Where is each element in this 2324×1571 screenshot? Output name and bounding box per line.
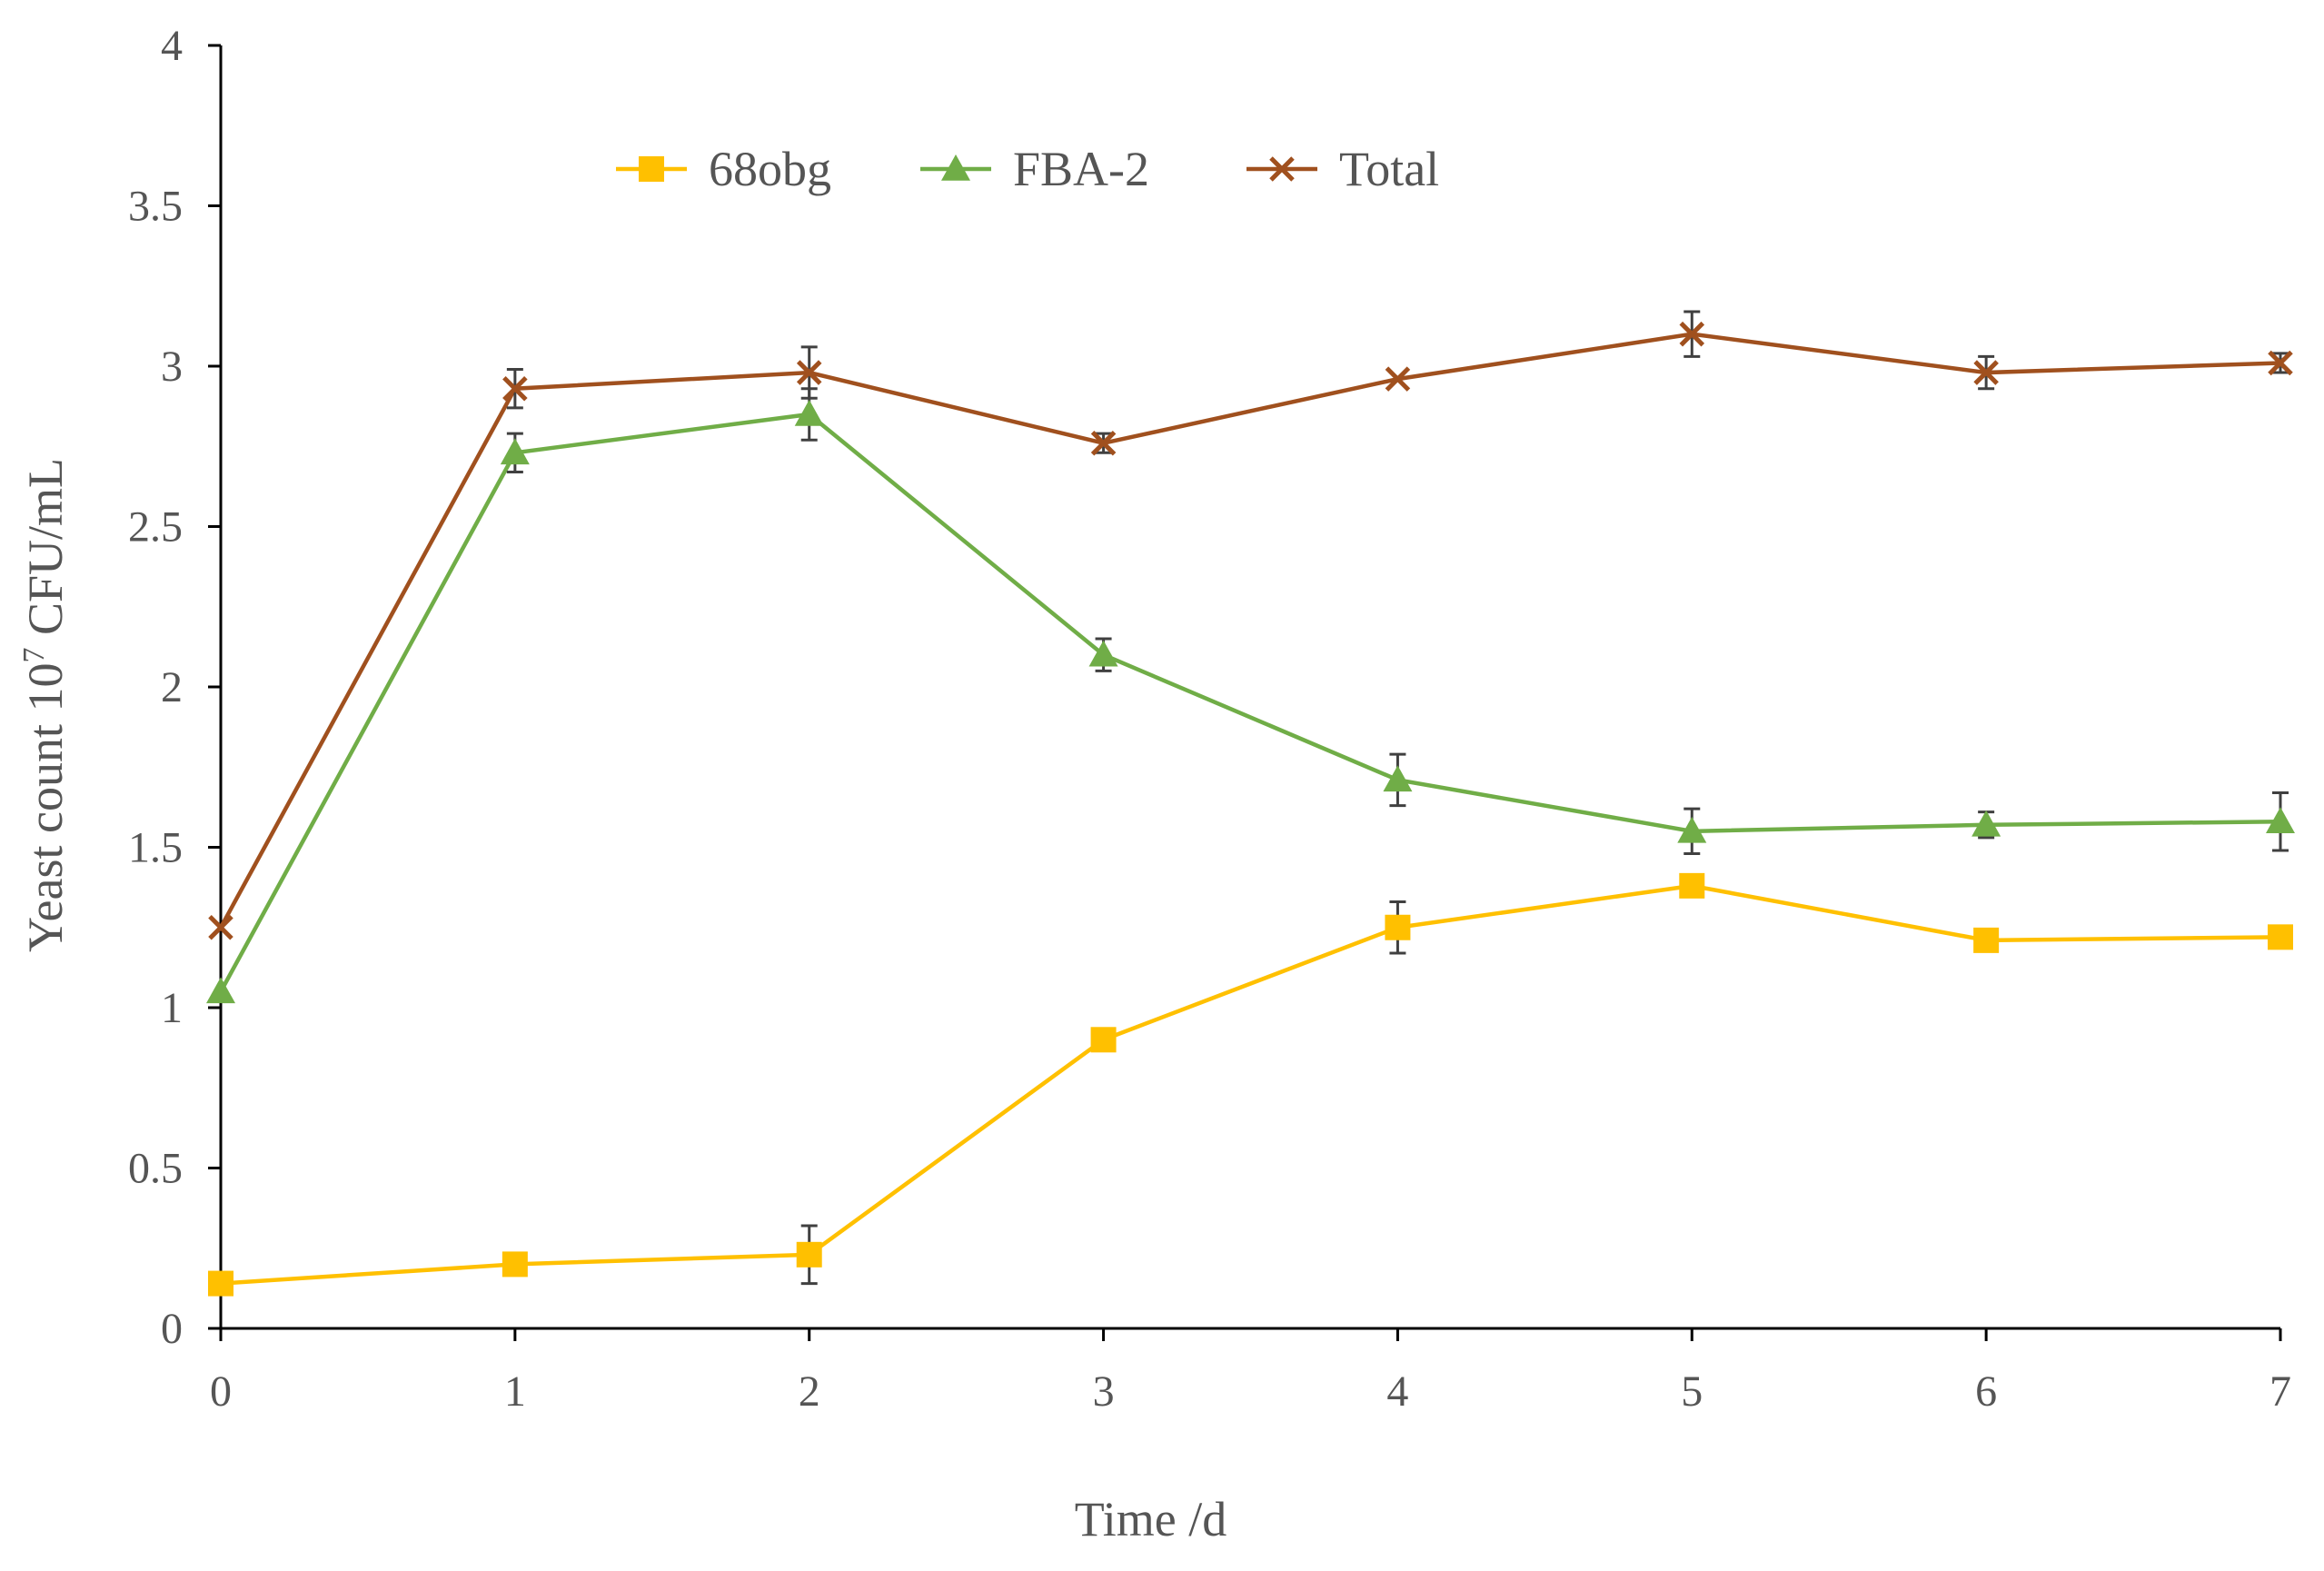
- y-tick-label: 3: [161, 343, 183, 391]
- x-tick-label: 1: [504, 1367, 526, 1416]
- legend: 68obg FBA-2 Total: [616, 142, 1439, 196]
- y-tick-label: 4: [161, 22, 183, 70]
- series-layer: [206, 310, 2295, 1297]
- series-Total: [208, 310, 2293, 940]
- marker-stroke: [208, 914, 233, 940]
- x-tick-label: 0: [210, 1367, 232, 1416]
- data-point: [1679, 321, 1705, 347]
- marker-stroke: [502, 375, 528, 402]
- data-point: [1679, 872, 1705, 899]
- series-line: [219, 412, 2281, 993]
- y-tick-label: 1.5: [128, 824, 183, 872]
- y-tick-label: 0.5: [128, 1145, 183, 1193]
- data-point: [1677, 816, 1707, 843]
- legend-marker: [639, 156, 664, 182]
- data-point: [794, 399, 824, 426]
- data-point: [796, 1241, 822, 1268]
- data-point: [1383, 765, 1413, 792]
- data-point: [1385, 914, 1411, 940]
- legend-entry-Total: Total: [1246, 142, 1439, 196]
- data-point: [2268, 350, 2293, 376]
- data-point: [208, 914, 233, 940]
- x-tick-label: 4: [1386, 1367, 1408, 1416]
- data-point: [1971, 810, 2001, 837]
- marker-stroke: [1385, 366, 1411, 392]
- data-point: [1090, 430, 1117, 456]
- data-point: [500, 438, 530, 465]
- x-tick-label: 6: [1975, 1367, 1997, 1416]
- x-tick-label: 5: [1681, 1367, 1703, 1416]
- x-tick-label: 7: [2269, 1367, 2291, 1416]
- y-tick-label: 1: [161, 984, 183, 1032]
- legend-label: Total: [1339, 142, 1439, 196]
- series-line: [219, 332, 2281, 929]
- x-tick-label: 2: [799, 1367, 820, 1416]
- marker-stroke: [1269, 156, 1295, 182]
- y-axis-title-exponent: 7: [17, 648, 51, 663]
- legend-marker: [1269, 156, 1295, 182]
- marker-stroke: [1973, 360, 1999, 385]
- marker-stroke: [796, 360, 822, 385]
- data-point: [1385, 366, 1411, 392]
- marker-stroke: [1679, 321, 1705, 347]
- series-line: [220, 883, 2281, 1286]
- y-tick-label: 0: [161, 1305, 183, 1353]
- legend-marker: [941, 154, 970, 181]
- y-tick-label: 3.5: [128, 183, 183, 231]
- marker-stroke: [2268, 350, 2293, 376]
- series-FBA-2: [206, 387, 2295, 1004]
- marker-stroke: [1090, 430, 1117, 456]
- legend-label: 68obg: [709, 142, 831, 196]
- data-point: [502, 1251, 528, 1278]
- data-point: [1088, 640, 1118, 667]
- data-point: [206, 977, 235, 1004]
- x-tick-label: 3: [1093, 1367, 1115, 1416]
- data-point: [2268, 924, 2293, 950]
- legend-label: FBA-2: [1013, 142, 1149, 196]
- data-point: [1973, 927, 2000, 953]
- y-axis-title: Yeast count 107 CFU/mL: [17, 458, 73, 952]
- y-tick-label: 2: [161, 663, 183, 711]
- y-axis-title-prefix: Yeast count 10: [18, 663, 73, 953]
- y-axis-title-suffix: CFU/mL: [18, 458, 73, 648]
- y-tick-label: 2.5: [128, 503, 183, 552]
- axes: [219, 45, 2280, 1330]
- data-point: [208, 1270, 233, 1297]
- data-point: [1973, 360, 1999, 385]
- legend-entry-FBA-2: FBA-2: [920, 142, 1149, 196]
- legend-entry-68obg: 68obg: [616, 142, 831, 196]
- data-point: [796, 360, 822, 385]
- series-68obg: [208, 872, 2293, 1297]
- data-point: [1090, 1027, 1117, 1053]
- x-axis-title: Time /d: [1075, 1492, 1227, 1546]
- data-point: [502, 375, 528, 402]
- data-point: [2266, 807, 2295, 834]
- ticks: 0 0.5 1 1.5 2 2.5 3 3.5 4 0 1 2 3 4 5 6 7: [128, 22, 2291, 1416]
